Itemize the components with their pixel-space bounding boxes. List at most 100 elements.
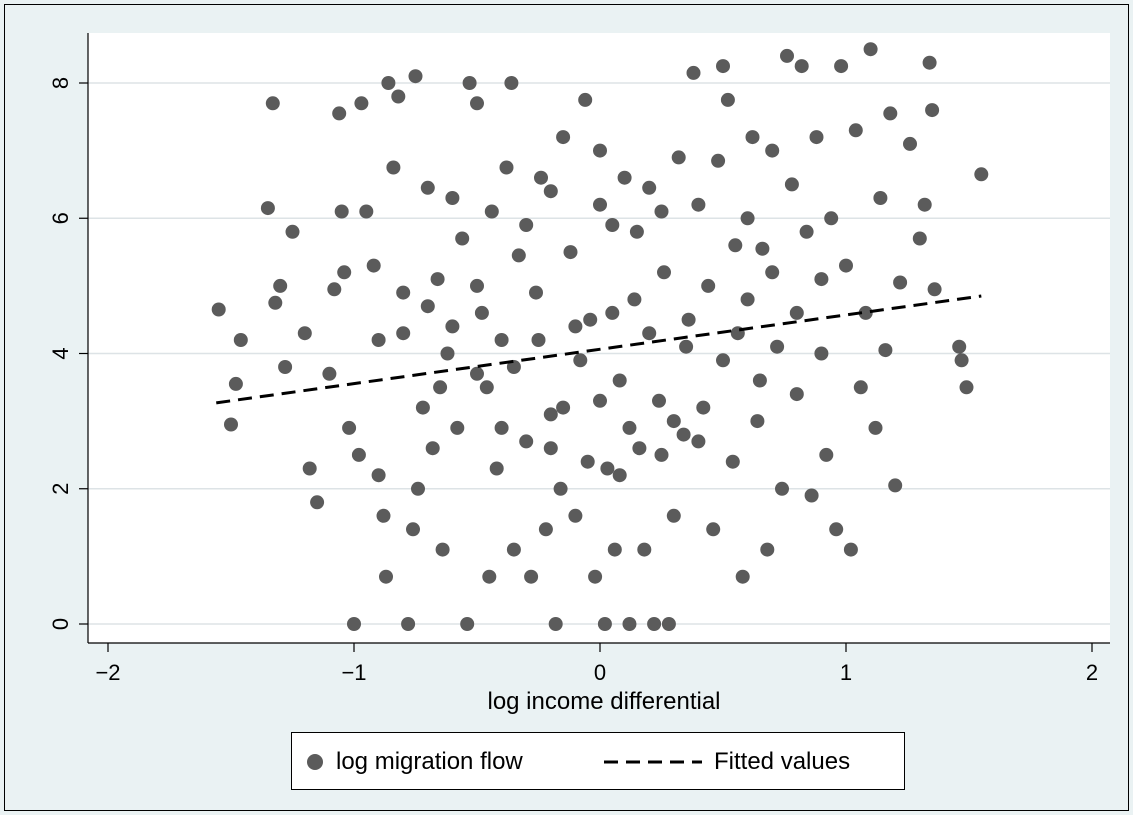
data-point [224, 417, 238, 432]
data-point [691, 434, 706, 449]
data-point [629, 224, 644, 239]
data-point [654, 447, 669, 462]
data-point [470, 366, 484, 381]
legend: log migration flow Fitted values [291, 732, 905, 790]
data-point [642, 326, 657, 341]
data-point [371, 333, 386, 347]
data-point [740, 211, 755, 226]
data-point [543, 184, 558, 199]
data-point [657, 265, 671, 280]
data-point [342, 420, 357, 435]
data-point [974, 167, 989, 182]
data-point [720, 92, 735, 107]
data-point [843, 542, 858, 557]
y-ticks: 0 2 4 6 8 [48, 77, 88, 630]
data-point [775, 481, 789, 496]
data-point [593, 197, 607, 212]
data-point [647, 617, 662, 631]
data-point [873, 191, 888, 205]
data-point [440, 346, 455, 361]
data-point [506, 360, 521, 374]
data-point [804, 488, 819, 503]
x-tick-label: 0 [594, 660, 606, 685]
data-point [450, 420, 465, 435]
y-tick-label: 6 [48, 212, 73, 224]
data-point [337, 265, 352, 280]
data-point [632, 441, 647, 456]
data-point [297, 326, 312, 341]
data-point [661, 617, 676, 631]
axes [87, 33, 1110, 644]
data-point [784, 177, 799, 192]
data-point [499, 160, 514, 175]
data-point [612, 468, 627, 483]
data-point [568, 508, 583, 523]
data-point [415, 400, 430, 415]
data-point [878, 343, 893, 358]
data-point [676, 427, 691, 442]
data-point [770, 339, 785, 354]
data-point [750, 414, 765, 429]
data-point [573, 353, 588, 368]
data-point [954, 353, 969, 368]
data-point [652, 393, 666, 408]
data-point [553, 481, 568, 496]
data-point [814, 272, 829, 287]
data-point [959, 380, 974, 395]
data-point [917, 197, 932, 212]
data-point [563, 245, 578, 260]
data-point [391, 89, 406, 104]
data-point [728, 238, 743, 253]
data-point [556, 130, 571, 145]
data-point [484, 204, 499, 219]
x-ticks: −2 −1 0 1 2 [95, 643, 1098, 685]
data-point [740, 292, 755, 307]
data-point [799, 224, 814, 239]
data-point [848, 123, 863, 138]
data-point [912, 231, 927, 246]
data-point [735, 569, 750, 584]
fitted-line [216, 294, 982, 405]
fitted-values-line [216, 294, 982, 405]
legend-entry-migration-flow: log migration flow [306, 733, 523, 791]
data-point [666, 414, 681, 429]
data-point [396, 285, 411, 300]
data-point [381, 76, 396, 90]
data-point [617, 170, 632, 185]
data-point [408, 69, 423, 84]
legend-label-migration-flow: log migration flow [336, 748, 523, 775]
data-point [952, 339, 967, 354]
data-point [863, 42, 878, 57]
data-point [406, 522, 420, 537]
data-point [347, 617, 361, 631]
data-point [671, 150, 686, 165]
data-point [829, 522, 844, 537]
data-point [359, 204, 374, 219]
y-tick-label: 4 [48, 347, 73, 359]
data-point [420, 299, 435, 314]
data-point [494, 420, 509, 435]
data-point [519, 434, 534, 449]
data-point [600, 461, 615, 476]
data-point [445, 191, 460, 205]
data-point [334, 204, 349, 219]
data-point [696, 400, 711, 415]
y-tick-label: 0 [48, 618, 73, 630]
data-point [925, 103, 940, 118]
data-point [927, 282, 942, 297]
data-point [588, 569, 603, 584]
data-point [425, 441, 440, 456]
x-tick-label: 1 [840, 660, 852, 685]
data-point [543, 407, 558, 422]
data-point [583, 312, 598, 327]
data-point [411, 481, 425, 496]
y-tick-label: 2 [48, 483, 73, 495]
data-point [605, 305, 620, 320]
data-point [745, 130, 760, 145]
data-point [327, 282, 342, 297]
data-point [716, 353, 730, 368]
legend-dashed-line-icon [604, 760, 702, 764]
data-point [376, 508, 391, 523]
data-point [593, 393, 607, 408]
